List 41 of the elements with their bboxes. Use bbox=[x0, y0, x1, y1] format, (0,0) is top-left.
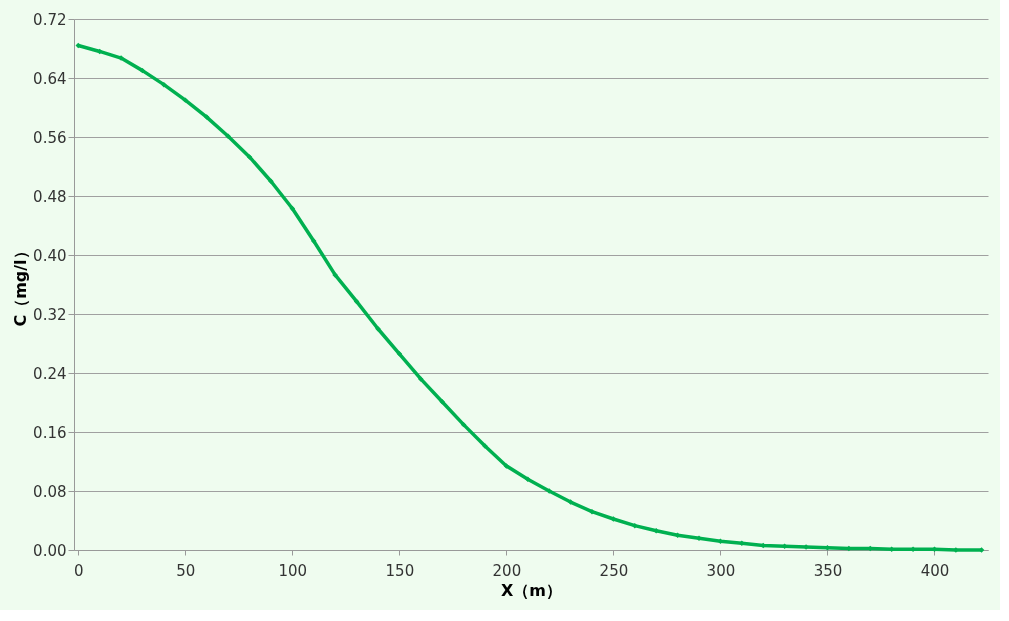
point bbox=[225, 133, 231, 139]
point bbox=[439, 399, 445, 405]
x-tick-label: 0 bbox=[74, 561, 84, 580]
point bbox=[161, 81, 167, 88]
point bbox=[503, 463, 510, 469]
y-tick-label: 0.32 bbox=[33, 305, 67, 324]
point bbox=[246, 154, 253, 160]
point bbox=[567, 499, 574, 505]
y-tick-label: 0.48 bbox=[33, 187, 67, 206]
point bbox=[589, 508, 595, 515]
point bbox=[739, 540, 745, 547]
y-tick-label: 0.24 bbox=[33, 364, 67, 383]
x-axis-title: X（m） bbox=[500, 580, 563, 600]
point bbox=[653, 528, 659, 534]
point bbox=[632, 522, 638, 529]
y-tick-label: 0.00 bbox=[33, 541, 67, 560]
y-tick-label: 0.72 bbox=[33, 10, 67, 29]
x-tick-label: 100 bbox=[278, 561, 308, 580]
point bbox=[525, 476, 531, 482]
point bbox=[396, 351, 403, 357]
x-tick-label: 300 bbox=[706, 561, 736, 580]
x-tick-label: 400 bbox=[920, 561, 950, 580]
x-tick-label: 200 bbox=[492, 561, 522, 580]
y-tick-label: 0.08 bbox=[33, 482, 67, 501]
y-tick-label: 0.56 bbox=[33, 128, 67, 147]
point bbox=[203, 114, 210, 120]
point bbox=[75, 42, 82, 49]
point bbox=[910, 546, 916, 552]
point bbox=[182, 97, 189, 103]
x-tick-label: 350 bbox=[813, 561, 843, 580]
y-tick-label: 0.16 bbox=[33, 423, 67, 442]
x-tick-label: 150 bbox=[385, 561, 415, 580]
point bbox=[375, 326, 381, 332]
point bbox=[268, 178, 274, 184]
y-axis-title: C（mg/l） bbox=[11, 243, 31, 327]
y-tick-label: 0.40 bbox=[33, 246, 67, 265]
x-tick-label: 50 bbox=[176, 561, 196, 580]
point bbox=[418, 376, 424, 382]
y-tick-label: 0.64 bbox=[33, 69, 67, 88]
point bbox=[311, 238, 317, 244]
x-tick-label: 250 bbox=[599, 561, 629, 580]
